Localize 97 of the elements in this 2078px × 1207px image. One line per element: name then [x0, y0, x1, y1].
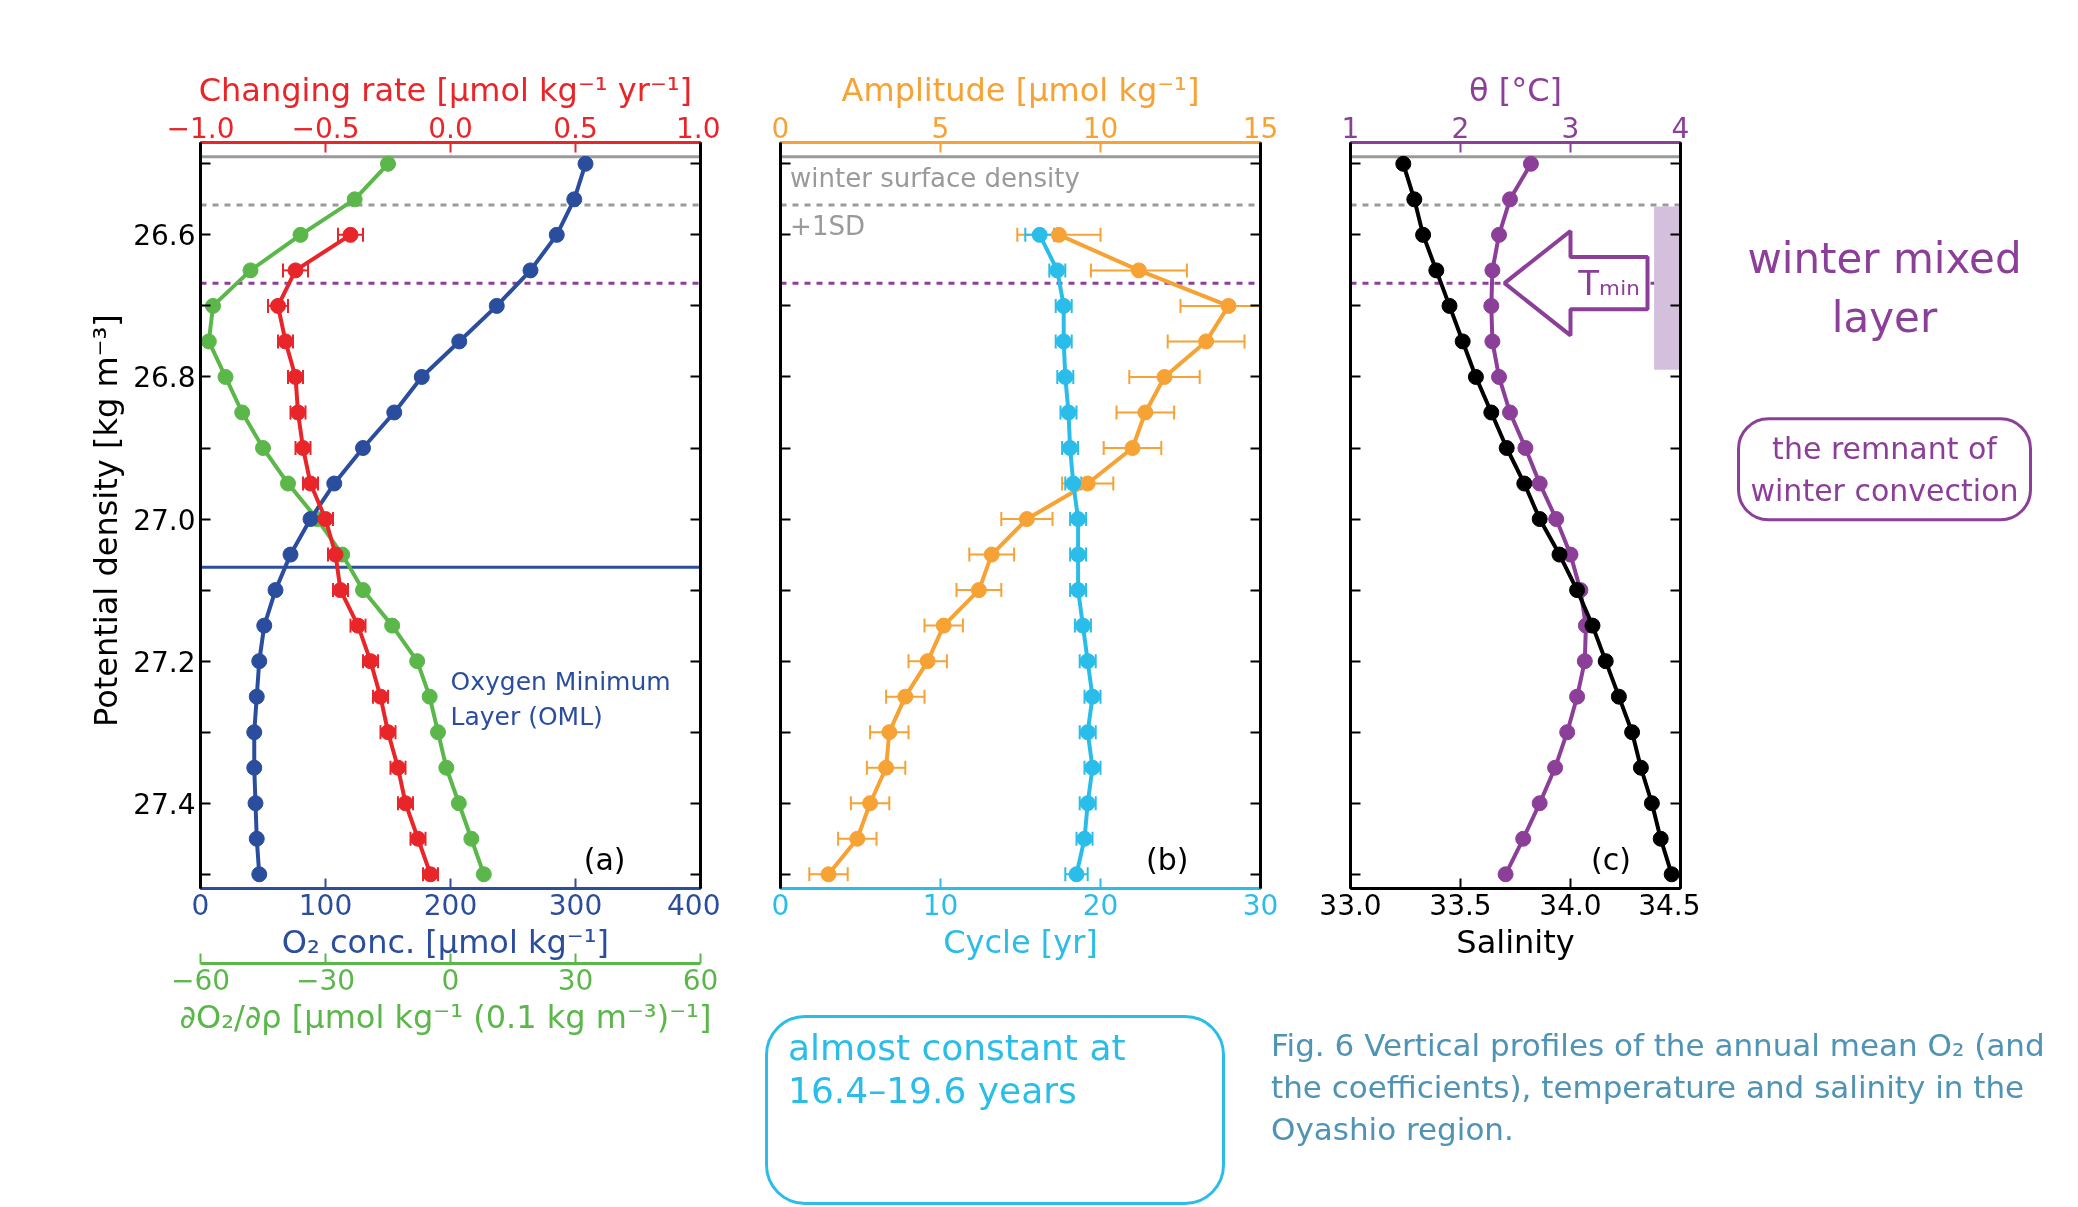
x2-tick-label: 0.0 — [428, 111, 473, 145]
point — [548, 226, 565, 243]
point — [430, 724, 446, 741]
annotation: Tₘᵢₙ — [1577, 263, 1640, 304]
point — [413, 368, 430, 385]
point — [246, 759, 263, 776]
x-tick-label: 30 — [557, 963, 594, 997]
point — [255, 440, 271, 456]
x2-tick-label: −1.0 — [166, 111, 235, 145]
x-tick-label: 34.0 — [1539, 888, 1602, 922]
band-label: winter mixed layer — [1747, 234, 2022, 343]
x-tick-label: 100 — [298, 888, 353, 922]
point — [205, 297, 221, 314]
x-axis-title: Cycle [yr] — [943, 922, 1098, 961]
point — [451, 333, 468, 350]
point — [409, 653, 426, 670]
caption: Fig. 6 Vertical profiles of the annual mean O₂ (and the coefficients), temperature and salinity in the Oyashio region. — [1271, 1026, 2046, 1149]
x2-axis-title: Amplitude [µmol kg⁻¹] — [841, 70, 1200, 109]
x2-axis-title: Changing rate [µmol kg⁻¹ yr⁻¹] — [198, 70, 693, 109]
point — [247, 795, 264, 812]
y-tick-label: 27.2 — [133, 645, 196, 679]
x2-tick-label: 1.0 — [675, 111, 721, 145]
point — [384, 617, 401, 634]
point — [248, 688, 265, 705]
annotation: (b) — [1146, 841, 1189, 877]
point — [463, 830, 480, 847]
y-tick-label: 26.6 — [133, 219, 196, 253]
annotation: (a) — [583, 841, 626, 877]
point — [380, 155, 396, 172]
point — [355, 440, 371, 456]
y-tick-label: 27.0 — [133, 503, 196, 537]
x2-tick-label: 0.5 — [553, 111, 598, 145]
point — [386, 404, 403, 421]
x-tick-label: 33.5 — [1429, 888, 1492, 922]
point — [566, 191, 583, 208]
x2-tick-label: 0 — [771, 111, 790, 145]
point — [217, 368, 234, 385]
x-axis-title: O₂ conc. [µmol kg⁻¹] — [281, 922, 610, 961]
point — [450, 795, 467, 812]
x2-axis-title: θ [°C] — [1468, 70, 1563, 109]
point — [256, 617, 273, 634]
point — [248, 830, 265, 847]
ref-line-label: +1SD — [790, 211, 865, 242]
point — [1031, 226, 1048, 243]
point — [438, 759, 455, 776]
x-tick-label: 20 — [1082, 888, 1119, 922]
point — [488, 297, 505, 314]
ref-line-label: Oxygen Minimum Layer (OML) — [450, 667, 671, 732]
point — [234, 404, 251, 421]
x-tick-label: 33.0 — [1319, 888, 1382, 922]
y-axis-title: Potential density [kg m⁻³] — [87, 314, 126, 727]
x-tick-label: −30 — [295, 963, 356, 997]
x-tick-label: 300 — [548, 888, 603, 922]
y-tick-label: 26.8 — [133, 361, 196, 395]
x-tick-label: 10 — [922, 888, 959, 922]
point — [326, 475, 343, 492]
point — [251, 866, 268, 883]
x2-tick-label: 15 — [1242, 111, 1279, 145]
point — [522, 262, 539, 279]
x-axis-title: ∂O₂/∂ρ [µmol kg⁻¹ (0.1 kg m⁻³)⁻¹] — [179, 997, 712, 1036]
point — [421, 688, 438, 705]
point — [346, 191, 363, 208]
y-tick-label: 27.4 — [133, 787, 196, 821]
x2-tick-label: 2 — [1451, 111, 1470, 145]
point — [280, 475, 296, 492]
point — [292, 226, 309, 243]
point — [355, 582, 371, 599]
point — [282, 546, 299, 563]
x-tick-label: 0 — [771, 888, 790, 922]
point — [1068, 866, 1085, 883]
x2-tick-label: 4 — [1671, 111, 1690, 145]
point — [475, 866, 492, 883]
point — [200, 333, 217, 350]
point — [577, 155, 594, 172]
point — [302, 511, 319, 528]
x-axis-title: Salinity — [1456, 922, 1575, 961]
x2-tick-label: 5 — [931, 111, 950, 145]
x2-tick-label: −0.5 — [291, 111, 360, 145]
ref-line-label: winter surface density — [790, 162, 1080, 193]
x-tick-label: 0 — [441, 963, 460, 997]
text: almost constant at 16.4–19.6 years — [788, 1026, 1127, 1113]
x2-tick-label: 1 — [1341, 111, 1360, 145]
point — [251, 653, 268, 670]
annotation: (c) — [1591, 841, 1631, 877]
text: the remnant of winter convection — [1750, 430, 2019, 508]
x2-tick-label: 10 — [1082, 111, 1119, 145]
x-tick-label: 34.5 — [1638, 888, 1701, 922]
x-tick-label: 0 — [191, 888, 210, 922]
x-tick-label: −60 — [170, 963, 231, 997]
x-tick-label: 60 — [682, 963, 719, 997]
x-tick-label: 200 — [423, 888, 478, 922]
point — [242, 262, 259, 279]
x-tick-label: 400 — [667, 888, 721, 922]
point — [267, 582, 284, 599]
x2-tick-label: 3 — [1561, 111, 1580, 145]
x-tick-label: 30 — [1242, 888, 1279, 922]
point — [246, 724, 263, 741]
